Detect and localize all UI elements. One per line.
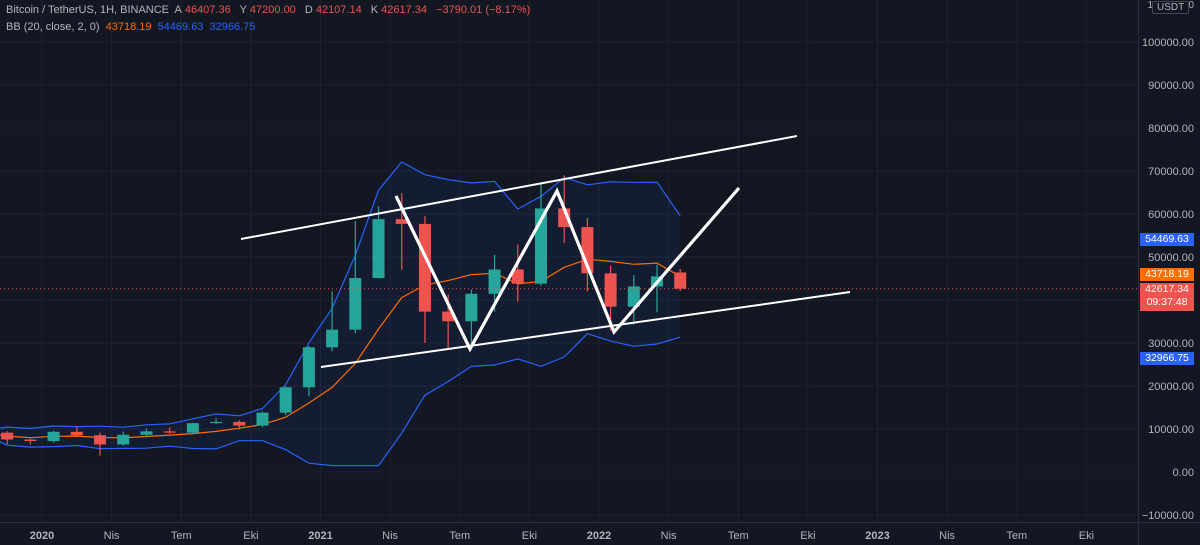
ohlc-legend: Bitcoin / TetherUS, 1H, BINANCE A 46407.3… — [6, 4, 533, 16]
bb-upper-value: 54469.63 — [157, 21, 204, 33]
candle-body — [511, 269, 524, 284]
time-tick-label[interactable]: Nis — [104, 530, 120, 542]
candle-body — [372, 219, 385, 279]
low-key: D — [304, 4, 313, 16]
candle-body — [256, 412, 269, 426]
candle-body — [140, 431, 153, 435]
time-tick-label[interactable]: Tem — [728, 530, 749, 542]
user-drawings — [240, 135, 851, 368]
price-tick-label: 100000.00 — [1142, 37, 1194, 49]
open-value: 46407.36 — [184, 4, 231, 16]
candle-body — [70, 431, 83, 436]
price-tick-label: 10000.00 — [1148, 424, 1194, 436]
time-tick-label[interactable]: Tem — [1006, 530, 1027, 542]
candle-body — [210, 421, 223, 424]
price-tick-label: 0.00 — [1173, 467, 1194, 479]
last-price-value: 42617.34 — [1145, 283, 1189, 295]
candle-body — [163, 431, 176, 433]
currency-label[interactable]: USDT — [1152, 1, 1190, 14]
time-tick-label[interactable]: Nis — [382, 530, 398, 542]
candle-body — [302, 347, 315, 388]
last-price-tag: 42617.34 09:37:48 — [1140, 283, 1194, 311]
price-tick-label: 60000.00 — [1148, 209, 1194, 221]
candle-body — [395, 219, 408, 224]
candle-body — [47, 431, 60, 442]
candle-body — [94, 435, 107, 445]
candle-body — [627, 286, 640, 307]
candle-body — [279, 387, 292, 413]
price-tick-label: 70000.00 — [1148, 166, 1194, 178]
price-tick-label: 30000.00 — [1148, 338, 1194, 350]
candle-body — [604, 273, 617, 307]
candle-body — [24, 439, 37, 442]
channel-lower-trendline — [320, 291, 851, 368]
close-key: K — [370, 4, 379, 16]
time-tick-label[interactable]: Eki — [522, 530, 537, 542]
change-value: −3790.01 (−8.17%) — [436, 4, 531, 16]
time-tick-label[interactable]: Eki — [1079, 530, 1094, 542]
bb-basis-value: 43718.19 — [105, 21, 152, 33]
price-tick-label: 20000.00 — [1148, 381, 1194, 393]
candle-body — [233, 421, 246, 426]
price-tick-label: 80000.00 — [1148, 123, 1194, 135]
channel-upper-trendline — [240, 135, 798, 240]
close-value: 42617.34 — [381, 4, 428, 16]
time-tick-label[interactable]: 2022 — [587, 530, 611, 542]
time-tick-label[interactable]: Nis — [939, 530, 955, 542]
time-tick-label[interactable]: Eki — [800, 530, 815, 542]
symbol-label[interactable]: Bitcoin / TetherUS, 1H, BINANCE — [6, 4, 170, 16]
price-tick-label: −10000.00 — [1142, 510, 1194, 522]
time-tick-label[interactable]: Tem — [171, 530, 192, 542]
price-tick-label: 50000.00 — [1148, 252, 1194, 264]
candle-body — [349, 278, 362, 330]
bb-lower-price-tag: 32966.75 — [1140, 352, 1194, 365]
candle-body — [674, 272, 687, 289]
high-key: Y — [239, 4, 247, 16]
bb-basis-price-tag: 43718.19 — [1140, 268, 1194, 281]
candle-body — [1, 432, 14, 440]
candle-body — [326, 329, 339, 348]
w-pattern-drawing — [394, 186, 741, 353]
time-tick-label[interactable]: Eki — [243, 530, 258, 542]
candle-body — [117, 434, 130, 445]
price-tick-label: 90000.00 — [1148, 80, 1194, 92]
time-tick-label[interactable]: Tem — [449, 530, 470, 542]
indicator-name[interactable]: BB (20, close, 2, 0) — [6, 21, 100, 33]
time-tick-label[interactable]: 2021 — [308, 530, 332, 542]
time-tick-label[interactable]: 2023 — [865, 530, 889, 542]
low-value: 42107.14 — [315, 4, 362, 16]
candle-body — [418, 223, 431, 312]
bb-upper-price-tag: 54469.63 — [1140, 233, 1194, 246]
indicator-legend: BB (20, close, 2, 0) 43718.19 54469.63 3… — [6, 21, 258, 33]
candle-body — [186, 423, 199, 433]
high-value: 47200.00 — [249, 4, 296, 16]
bb-band-fill — [0, 161, 681, 466]
bb-lower-value: 32966.75 — [209, 21, 256, 33]
candles-group — [1, 175, 687, 456]
open-key: A — [174, 4, 182, 16]
candle-body — [465, 293, 478, 322]
bar-countdown: 09:37:48 — [1146, 296, 1188, 308]
time-tick-label[interactable]: Nis — [661, 530, 677, 542]
candle-body — [442, 311, 455, 322]
time-tick-label[interactable]: 2020 — [30, 530, 54, 542]
candle-body — [488, 269, 501, 294]
